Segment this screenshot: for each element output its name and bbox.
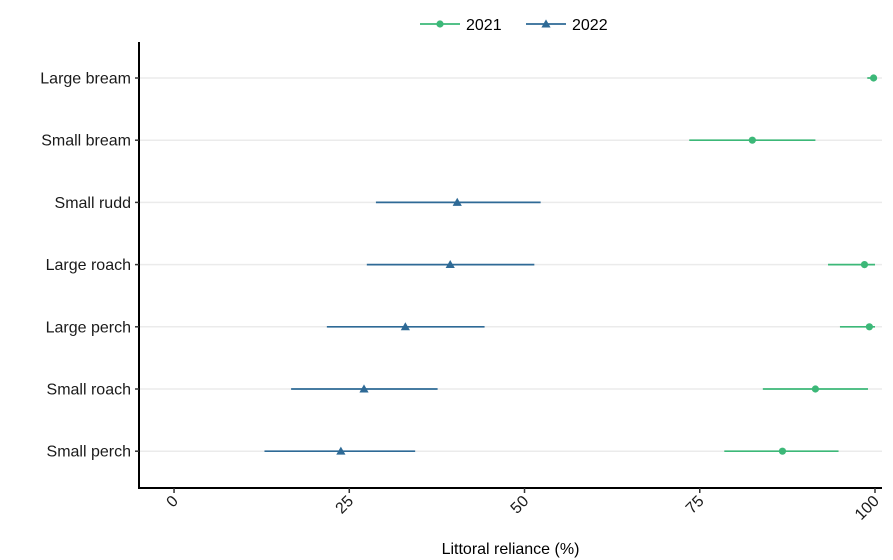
point-2022-large-perch [400, 322, 410, 331]
axes [135, 42, 882, 493]
series-2022 [264, 197, 541, 455]
x-tick-label-25: 25 [333, 493, 358, 518]
legend-key-marker-2022 [541, 19, 551, 28]
point-2021-large-perch [865, 323, 873, 331]
x-tick-label-50: 50 [508, 493, 533, 518]
legend-label-2021: 2021 [466, 17, 502, 34]
y-tick-label-small-perch: Small perch [47, 444, 131, 461]
y-tick-label-small-bream: Small bream [41, 133, 131, 150]
point-2021-small-perch [778, 447, 787, 455]
point-2022-small-rudd [452, 197, 462, 206]
point-2022-small-roach [359, 384, 369, 393]
y-tick-label-large-roach: Large roach [46, 257, 131, 274]
series-2021 [689, 74, 878, 455]
y-tick-labels: Large bream Small bream Small rudd Large ro… [40, 71, 131, 461]
point-2022-small-perch [336, 446, 346, 455]
y-tick-label-large-bream: Large bream [40, 71, 131, 88]
y-tick-label-large-perch: Large perch [46, 319, 131, 336]
point-2021-large-roach [860, 261, 869, 269]
point-2021-large-bream [869, 74, 878, 82]
legend-key-marker-2021 [436, 20, 444, 28]
legend-item-2022: 2022 [526, 17, 608, 34]
x-tick-label-100: 100 [852, 493, 883, 524]
point-2022-large-roach [445, 260, 455, 269]
y-tick-label-small-roach: Small roach [47, 382, 131, 399]
x-tick-labels: 0 25 50 75 100 [164, 493, 883, 524]
x-tick-label-75: 75 [683, 493, 708, 518]
x-axis-title: Littoral reliance (%) [442, 541, 580, 558]
legend-item-2021: 2021 [420, 17, 502, 34]
legend: 2021 2022 [420, 17, 608, 34]
y-tick-label-small-rudd: Small rudd [55, 195, 131, 212]
point-2021-small-roach [811, 385, 820, 393]
point-2021-small-bream [748, 136, 756, 144]
x-tick-label-0: 0 [164, 493, 182, 511]
legend-label-2022: 2022 [572, 17, 608, 34]
series-layer [264, 74, 878, 455]
